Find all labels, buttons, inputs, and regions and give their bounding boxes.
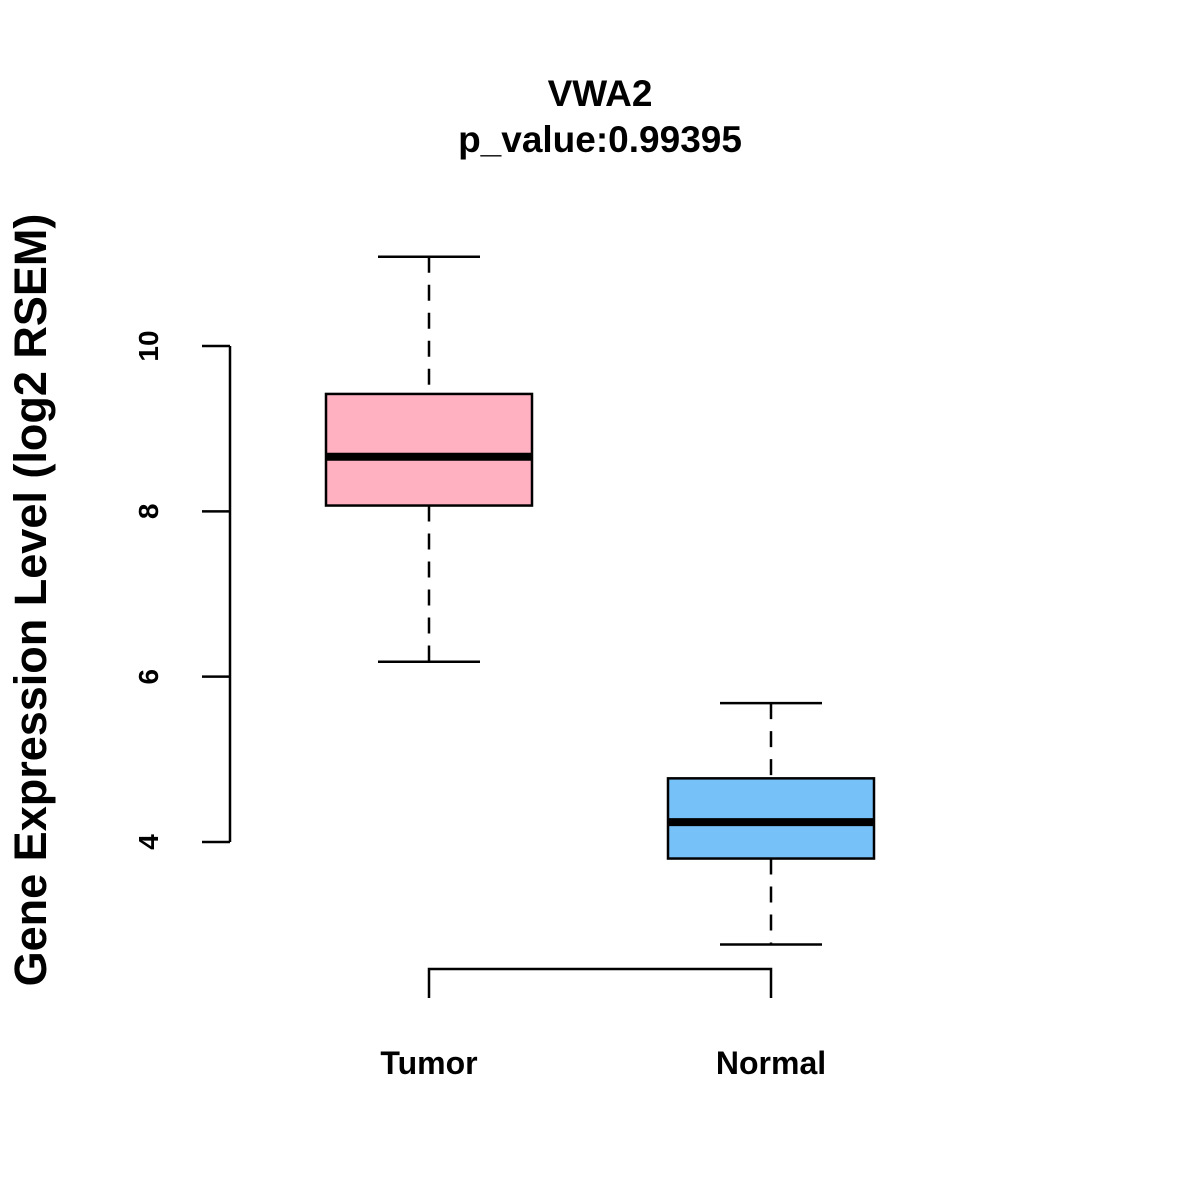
chart-title: VWA2	[548, 73, 653, 114]
y-tick-label-10: 10	[133, 330, 164, 361]
x-categories: Tumor Normal	[380, 1045, 826, 1081]
comparison-bracket	[427, 967, 773, 998]
box-tumor	[324, 255, 534, 664]
y-axis: 4 6 8 10	[133, 330, 232, 850]
box-normal	[666, 701, 876, 946]
boxes-group	[324, 255, 876, 946]
bracket-line	[427, 967, 773, 998]
y-tick-label-4: 4	[133, 834, 164, 850]
y-tick-label-8: 8	[133, 504, 164, 520]
y-axis-label: Gene Expression Level (log2 RSEM)	[5, 214, 56, 987]
y-tick-label-6: 6	[133, 669, 164, 685]
x-label-tumor: Tumor	[380, 1045, 477, 1081]
x-label-normal: Normal	[716, 1045, 826, 1081]
chart-subtitle: p_value:0.99395	[458, 119, 742, 160]
iqr-box-tumor	[324, 392, 534, 507]
